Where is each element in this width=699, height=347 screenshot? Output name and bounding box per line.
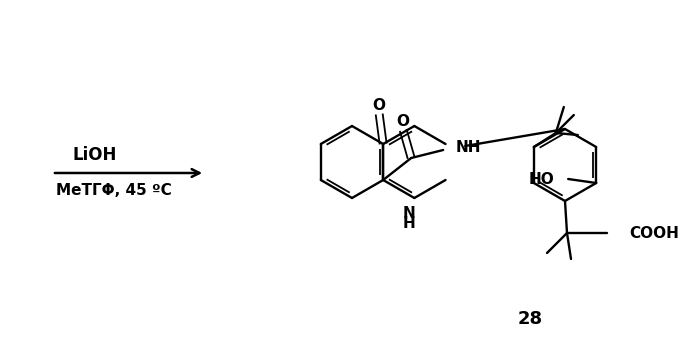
Text: O: O: [373, 98, 386, 112]
Text: O: O: [396, 113, 410, 128]
Text: LiOH: LiOH: [72, 146, 116, 164]
Text: H: H: [403, 217, 416, 231]
Text: NH: NH: [455, 139, 481, 154]
Text: МеТГΦ, 45 ºC: МеТГΦ, 45 ºC: [56, 183, 172, 197]
Text: 28: 28: [517, 310, 542, 328]
Text: HO: HO: [528, 171, 554, 186]
Text: COOH: COOH: [629, 226, 679, 240]
Text: N: N: [403, 205, 416, 220]
